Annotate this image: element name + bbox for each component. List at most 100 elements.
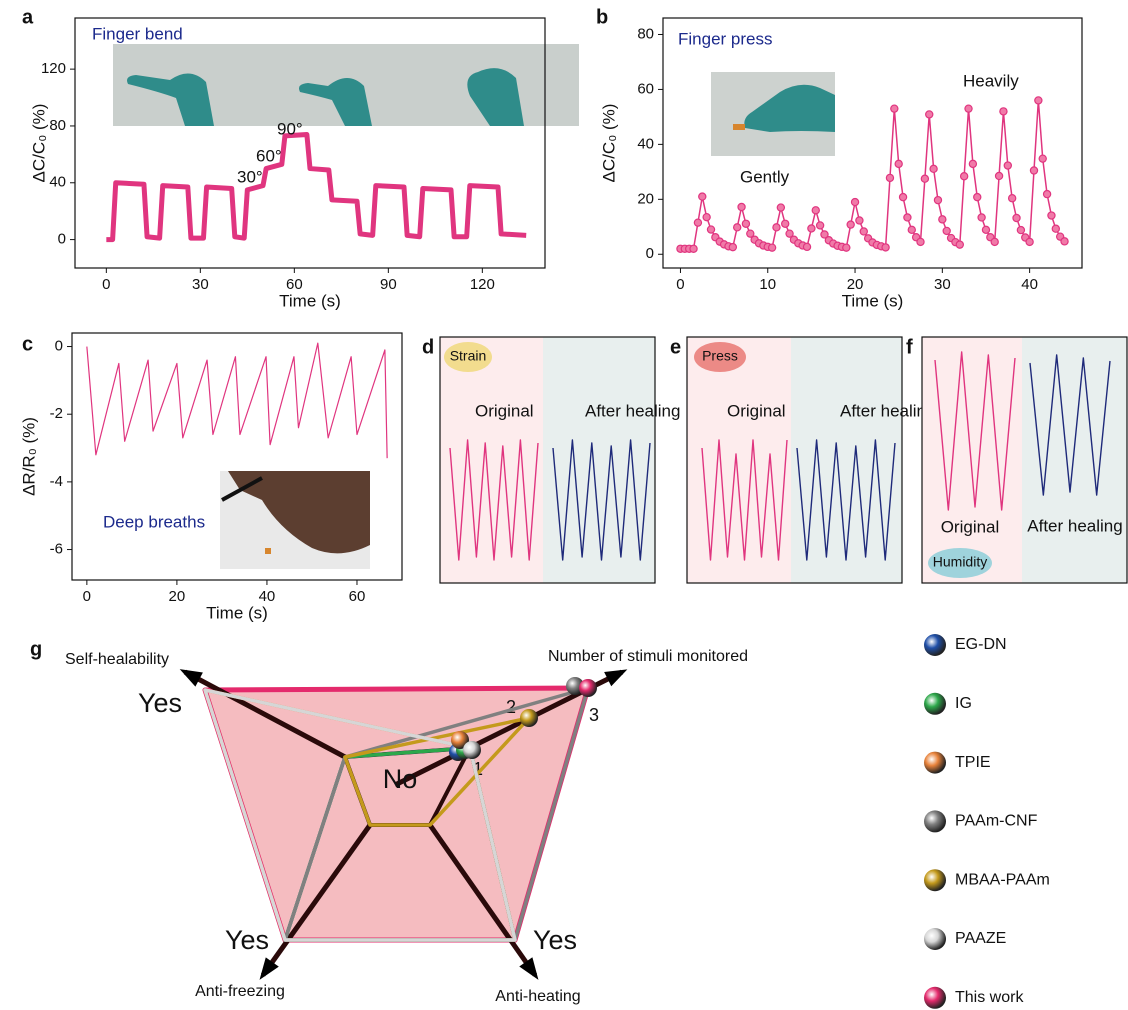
panel-letter: f — [906, 336, 913, 358]
data-point — [908, 226, 915, 233]
data-point — [1004, 162, 1011, 169]
y-tick-label: 0 — [58, 231, 66, 248]
data-point — [847, 221, 854, 228]
data-point — [694, 219, 701, 226]
stimuli-marker — [463, 741, 481, 759]
x-tick-label: 40 — [1021, 276, 1038, 293]
x-axis-label: Time (s) — [842, 291, 904, 310]
panel-title: Deep breaths — [103, 512, 205, 531]
photo — [113, 44, 270, 126]
figure: 030609012004080120Time (s)ΔC/C₀ (%)Finge… — [0, 0, 1128, 1010]
legend-marker — [924, 752, 946, 774]
photo — [268, 44, 425, 126]
data-point — [1026, 238, 1033, 245]
x-tick-label: 120 — [470, 276, 495, 293]
data-point — [943, 227, 950, 234]
panel-title: Finger bend — [92, 24, 183, 43]
y-tick-label: -2 — [50, 405, 63, 422]
axis-tick-label: 3 — [589, 705, 599, 725]
data-point — [707, 226, 714, 233]
data-point — [843, 244, 850, 251]
y-tick-label: 80 — [49, 117, 66, 134]
legend-label: This work — [955, 989, 1024, 1006]
legend-marker — [924, 693, 946, 715]
panel-letter: c — [22, 333, 33, 355]
y-tick-label: 0 — [55, 338, 63, 355]
axis-tick-label: Yes — [138, 688, 182, 718]
stimulus-label: Strain — [450, 348, 487, 364]
data-point — [729, 244, 736, 251]
axis-arrow — [604, 669, 627, 686]
x-axis-label: Time (s) — [206, 603, 268, 622]
x-tick-label: 90 — [380, 276, 397, 293]
y-axis-label: ΔC/C₀ (%) — [599, 104, 618, 183]
axis-arrow — [180, 669, 203, 686]
y-axis-label: ΔC/C₀ (%) — [29, 104, 48, 183]
data-point — [991, 238, 998, 245]
data-point — [921, 175, 928, 182]
data-line — [106, 134, 526, 239]
y-tick-label: -6 — [50, 541, 63, 558]
center-label: No — [383, 764, 418, 794]
annotation: 30° — [237, 167, 263, 186]
x-tick-label: 0 — [676, 276, 684, 293]
data-point — [961, 173, 968, 180]
data-point — [803, 243, 810, 250]
trace-label: After healing — [840, 401, 935, 420]
y-tick-label: 80 — [637, 25, 654, 42]
data-point — [917, 238, 924, 245]
data-point — [817, 222, 824, 229]
x-tick-label: 20 — [847, 276, 864, 293]
data-point — [856, 217, 863, 224]
photo — [220, 471, 370, 569]
data-point — [930, 165, 937, 172]
data-point — [1035, 97, 1042, 104]
trace-label: Original — [475, 401, 534, 420]
panel-letter: g — [30, 638, 42, 660]
data-point — [769, 244, 776, 251]
annotation: 90° — [277, 119, 303, 138]
legend-label: TPIE — [955, 754, 991, 771]
legend-label: PAAm-CNF — [955, 813, 1038, 830]
stimulus-label: Press — [702, 348, 738, 364]
x-tick-label: 40 — [259, 588, 276, 605]
legend-label: IG — [955, 695, 972, 712]
axis-name: Self-healability — [65, 651, 169, 668]
data-point — [812, 207, 819, 214]
data-point — [886, 174, 893, 181]
data-point — [860, 228, 867, 235]
data-point — [703, 214, 710, 221]
data-point — [773, 224, 780, 231]
legend-marker — [924, 987, 946, 1009]
data-point — [895, 160, 902, 167]
axis-tick-label: Yes — [533, 925, 577, 955]
x-tick-label: 30 — [934, 276, 951, 293]
data-point — [904, 214, 911, 221]
panel-letter: a — [22, 6, 34, 28]
data-point — [1013, 214, 1020, 221]
data-point — [926, 111, 933, 118]
panel-letter: b — [596, 6, 608, 28]
data-point — [1052, 225, 1059, 232]
data-point — [995, 172, 1002, 179]
annotation: 60° — [256, 146, 282, 165]
x-axis-label: Time (s) — [279, 291, 341, 310]
x-tick-label: 0 — [102, 276, 110, 293]
data-point — [882, 244, 889, 251]
axis-tick-label: 2 — [506, 697, 516, 717]
data-point — [899, 194, 906, 201]
data-point — [699, 193, 706, 200]
axis-tick-label: Yes — [225, 925, 269, 955]
y-tick-label: 20 — [637, 190, 654, 207]
annotation: Heavily — [963, 71, 1019, 90]
legend-label: MBAA-PAAm — [955, 871, 1050, 888]
data-point — [851, 198, 858, 205]
trace-label: Original — [941, 517, 1000, 536]
stimulus-label: Humidity — [933, 554, 987, 570]
panel-letter: d — [422, 336, 434, 358]
annotation: Gently — [740, 167, 790, 186]
data-point — [777, 204, 784, 211]
data-line — [87, 343, 387, 458]
data-point — [939, 216, 946, 223]
photo — [711, 72, 835, 156]
